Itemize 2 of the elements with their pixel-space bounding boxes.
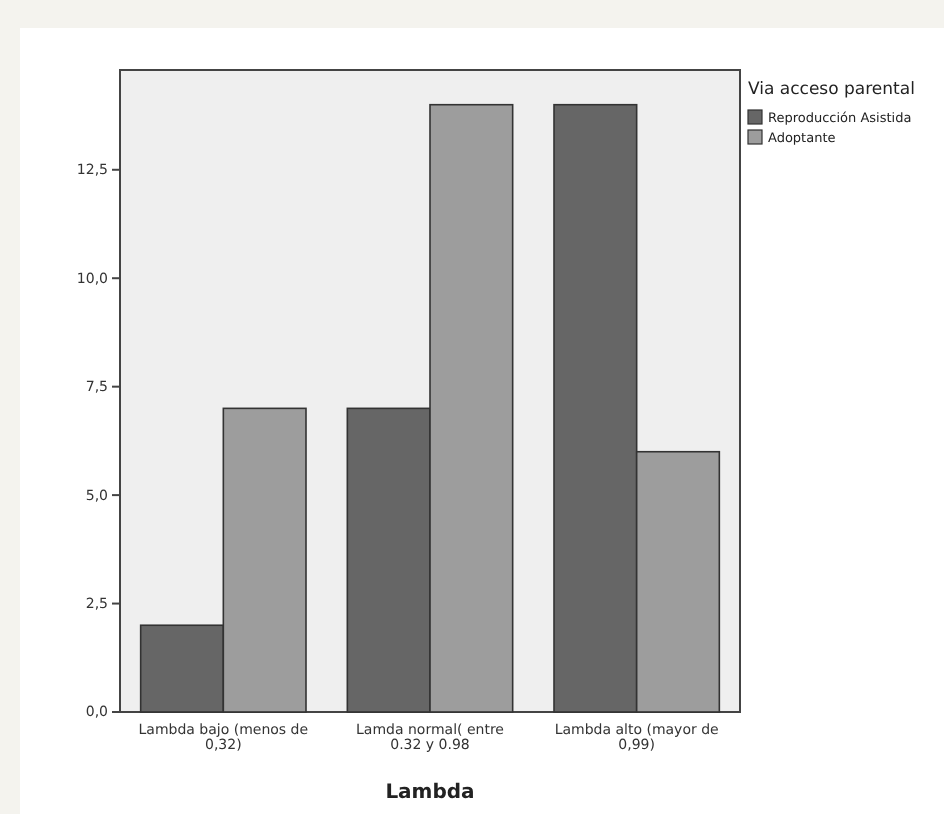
legend-title: Via acceso parental [748,80,915,100]
x-axis-title: Lambda [385,782,475,804]
